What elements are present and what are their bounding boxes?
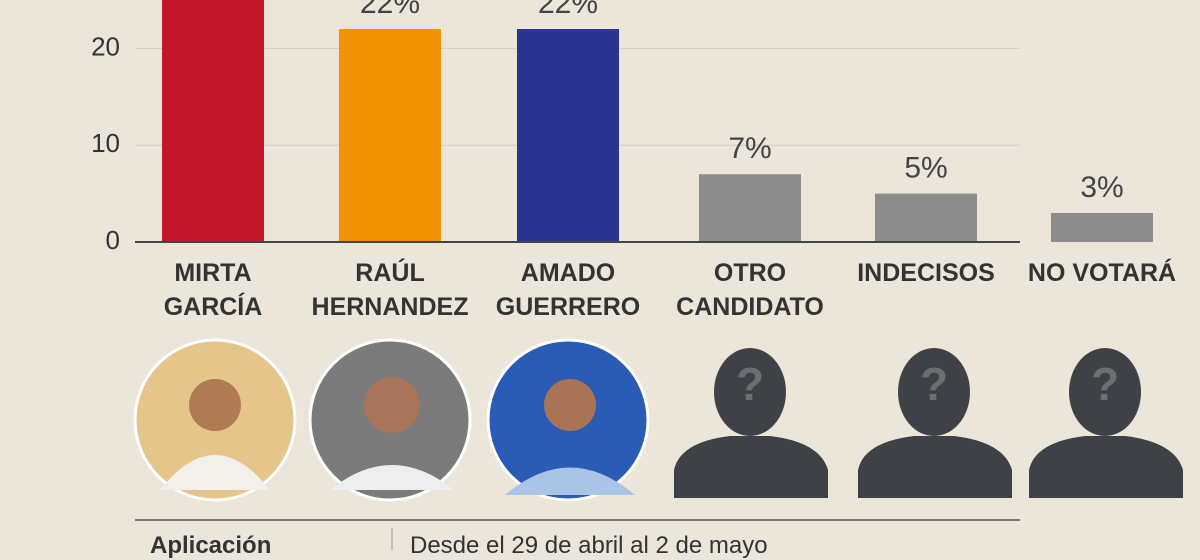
photos xyxy=(133,338,650,502)
silhouette: ? xyxy=(1029,348,1183,498)
body xyxy=(160,455,270,490)
svg-text:?: ? xyxy=(736,358,764,410)
footer-text: Desde el 29 de abril al 2 de mayo xyxy=(410,532,768,559)
footer-label: Aplicación xyxy=(150,532,272,559)
value-label: 5% xyxy=(904,152,947,185)
bar xyxy=(517,29,619,243)
bar xyxy=(162,0,264,242)
body xyxy=(330,465,454,490)
value-label: 3% xyxy=(1080,171,1123,204)
body xyxy=(505,467,635,495)
x-tick-label: RAÚL HERNANDEZ xyxy=(311,259,469,321)
silhouettes: ? ? ? xyxy=(674,348,1183,498)
x-tick-label: AMADO GUERRERO xyxy=(495,259,641,321)
x-tick-label: NO VOTARÁ xyxy=(1027,259,1177,287)
face xyxy=(189,379,241,431)
bar xyxy=(699,174,801,242)
face xyxy=(364,377,420,433)
value-label: 22% xyxy=(538,0,598,20)
silhouette: ? xyxy=(858,348,1012,498)
face xyxy=(544,379,596,431)
bar xyxy=(1051,212,1153,242)
svg-text:?: ? xyxy=(1091,358,1119,410)
silhouette: ? xyxy=(674,348,828,498)
value-label: 22% xyxy=(360,0,420,20)
x-tick-label: INDECISOS xyxy=(857,259,995,287)
x-tick-label: MIRTA GARCÍA xyxy=(163,259,263,321)
bar xyxy=(339,29,441,243)
x-tick-label: OTRO CANDIDATO xyxy=(676,259,824,321)
bar xyxy=(875,193,977,242)
svg-text:?: ? xyxy=(920,358,948,410)
value-label: 7% xyxy=(728,132,771,165)
y-tick-label: 20 xyxy=(91,31,120,61)
y-tick-label: 10 xyxy=(91,128,120,158)
y-tick-label: 0 xyxy=(106,225,120,255)
